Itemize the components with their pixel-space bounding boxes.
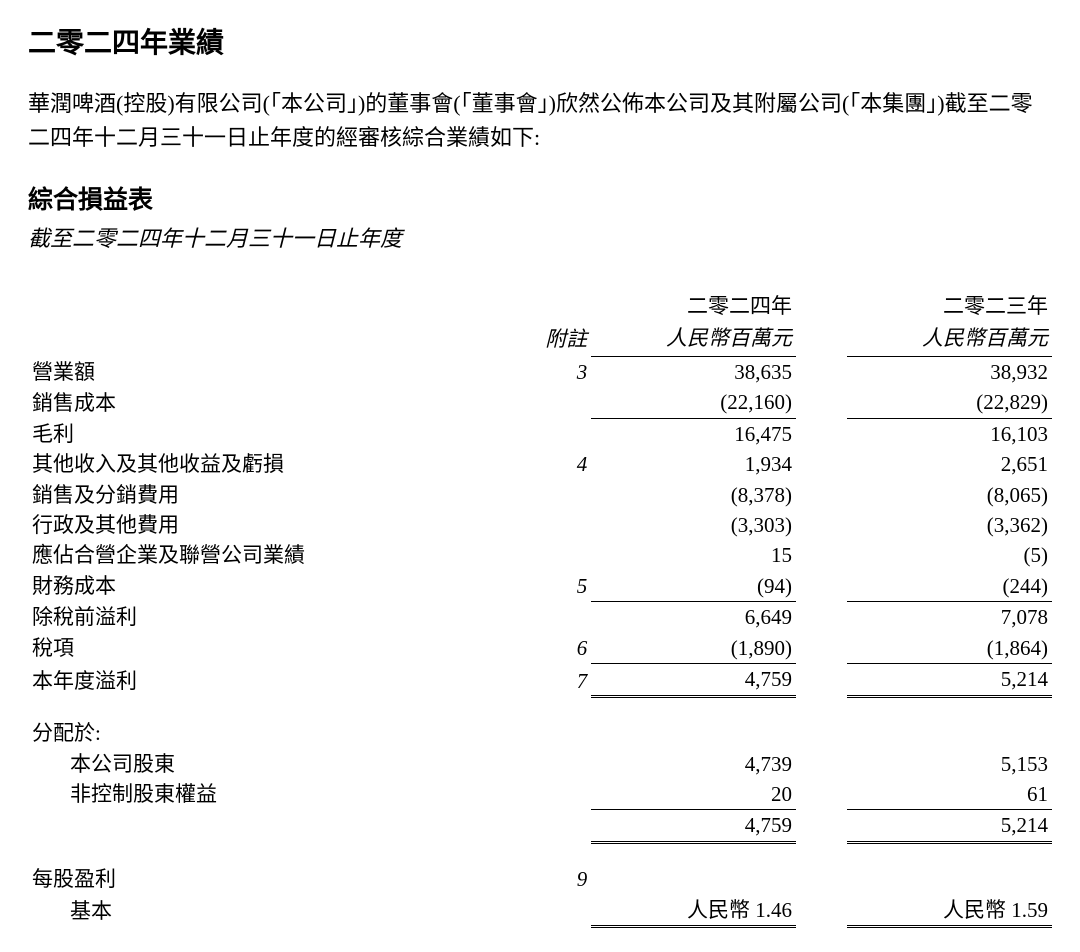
cell-y2: (8,065)	[847, 480, 1052, 510]
cell-label: 應佔合營企業及聯營公司業績	[28, 540, 489, 570]
cell-y1: 人民幣 1.46	[591, 895, 796, 927]
cell-label: 銷售及分銷費用	[28, 480, 489, 510]
row-attributable-label: 分配於:	[28, 718, 1052, 748]
cell-note	[489, 418, 591, 449]
cell-y2: (22,829)	[847, 387, 1052, 418]
header-year-2023: 二零二三年	[847, 291, 1052, 323]
cell-label: 財務成本	[28, 571, 489, 602]
row-attributable-total: 4,759 5,214	[28, 810, 1052, 842]
cell-y1: 4,739	[591, 749, 796, 779]
cell-y1: 20	[591, 779, 796, 810]
row-owners: 本公司股東 4,739 5,153	[28, 749, 1052, 779]
row-eps-basic: 基本 人民幣 1.46 人民幣 1.59	[28, 895, 1052, 927]
cell-y1: 1,934	[591, 449, 796, 479]
cell-label: 其他收入及其他收益及虧損	[28, 449, 489, 479]
table-header-units: 附註 人民幣百萬元 人民幣百萬元	[28, 323, 1052, 356]
cell-y1: 4,759	[591, 664, 796, 696]
cell-label: 銷售成本	[28, 387, 489, 418]
row-nci: 非控制股東權益 20 61	[28, 779, 1052, 810]
intro-paragraph: 華潤啤酒(控股)有限公司(「本公司」)的董事會(「董事會」)欣然公佈本公司及其附…	[28, 87, 1052, 155]
cell-y1: 38,635	[591, 356, 796, 387]
row-other-income: 其他收入及其他收益及虧損 4 1,934 2,651	[28, 449, 1052, 479]
header-note-label: 附註	[489, 323, 591, 356]
cell-y1: 16,475	[591, 418, 796, 449]
section-subtitle: 截至二零二四年十二月三十一日止年度	[28, 223, 1052, 255]
cell-note	[489, 387, 591, 418]
row-revenue: 營業額 3 38,635 38,932	[28, 356, 1052, 387]
cell-y2: 7,078	[847, 602, 1052, 633]
row-finance-costs: 財務成本 5 (94) (244)	[28, 571, 1052, 602]
cell-y1: (8,378)	[591, 480, 796, 510]
header-year-2024: 二零二四年	[591, 291, 796, 323]
cell-note: 9	[489, 864, 591, 894]
header-unit-2024: 人民幣百萬元	[591, 323, 796, 356]
row-tax: 稅項 6 (1,890) (1,864)	[28, 633, 1052, 664]
header-unit-2023: 人民幣百萬元	[847, 323, 1052, 356]
cell-note: 4	[489, 449, 591, 479]
row-eps-label: 每股盈利 9	[28, 864, 1052, 894]
cell-note: 3	[489, 356, 591, 387]
cell-label: 本年度溢利	[28, 664, 489, 696]
row-share-jv: 應佔合營企業及聯營公司業績 15 (5)	[28, 540, 1052, 570]
cell-y1: 6,649	[591, 602, 796, 633]
cell-label: 行政及其他費用	[28, 510, 489, 540]
row-gross-profit: 毛利 16,475 16,103	[28, 418, 1052, 449]
cell-label: 每股盈利	[28, 864, 489, 894]
cell-note: 5	[489, 571, 591, 602]
cell-y1: 4,759	[591, 810, 796, 842]
row-cost-of-sales: 銷售成本 (22,160) (22,829)	[28, 387, 1052, 418]
cell-y2: 人民幣 1.59	[847, 895, 1052, 927]
cell-note: 6	[489, 633, 591, 664]
cell-note	[489, 779, 591, 810]
table-header-years: 二零二四年 二零二三年	[28, 291, 1052, 323]
cell-y1: 15	[591, 540, 796, 570]
cell-y2: (3,362)	[847, 510, 1052, 540]
cell-y2: 61	[847, 779, 1052, 810]
cell-y1: (3,303)	[591, 510, 796, 540]
page-title: 二零二四年業績	[28, 24, 1052, 65]
cell-note: 7	[489, 664, 591, 696]
cell-note	[489, 480, 591, 510]
spacer	[28, 696, 1052, 718]
cell-label: 稅項	[28, 633, 489, 664]
cell-y2: 5,214	[847, 664, 1052, 696]
cell-y2: (244)	[847, 571, 1052, 602]
row-admin-expenses: 行政及其他費用 (3,303) (3,362)	[28, 510, 1052, 540]
spacer	[28, 842, 1052, 864]
row-profit-before-tax: 除稅前溢利 6,649 7,078	[28, 602, 1052, 633]
cell-note	[489, 510, 591, 540]
cell-note	[489, 540, 591, 570]
cell-note	[489, 602, 591, 633]
cell-label: 毛利	[28, 418, 489, 449]
cell-y2: 5,153	[847, 749, 1052, 779]
cell-label: 基本	[28, 895, 489, 927]
cell-label: 分配於:	[28, 718, 489, 748]
cell-label: 營業額	[28, 356, 489, 387]
cell-y2: 16,103	[847, 418, 1052, 449]
section-title: 綜合損益表	[28, 183, 1052, 219]
row-profit-year: 本年度溢利 7 4,759 5,214	[28, 664, 1052, 696]
row-selling-expenses: 銷售及分銷費用 (8,378) (8,065)	[28, 480, 1052, 510]
cell-y2: (1,864)	[847, 633, 1052, 664]
cell-y2: 38,932	[847, 356, 1052, 387]
cell-y1: (22,160)	[591, 387, 796, 418]
cell-y1: (94)	[591, 571, 796, 602]
cell-y2: (5)	[847, 540, 1052, 570]
cell-y2: 5,214	[847, 810, 1052, 842]
cell-label: 本公司股東	[28, 749, 489, 779]
cell-label: 非控制股東權益	[28, 779, 489, 810]
cell-label: 除稅前溢利	[28, 602, 489, 633]
cell-y1: (1,890)	[591, 633, 796, 664]
cell-note	[489, 749, 591, 779]
cell-y2: 2,651	[847, 449, 1052, 479]
income-statement-table: 二零二四年 二零二三年 附註 人民幣百萬元 人民幣百萬元 營業額 3 38,63…	[28, 291, 1052, 928]
